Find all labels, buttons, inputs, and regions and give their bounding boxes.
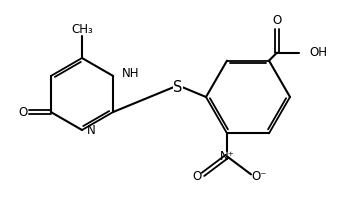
Text: OH: OH	[309, 46, 327, 59]
Text: NH: NH	[122, 67, 140, 80]
Text: O: O	[272, 14, 282, 27]
Text: N: N	[87, 125, 96, 138]
Text: N⁺: N⁺	[220, 150, 235, 163]
Text: O: O	[18, 106, 27, 119]
Text: O: O	[192, 170, 202, 183]
Text: S: S	[173, 80, 183, 95]
Text: CH₃: CH₃	[71, 22, 93, 35]
Text: O⁻: O⁻	[251, 170, 267, 183]
